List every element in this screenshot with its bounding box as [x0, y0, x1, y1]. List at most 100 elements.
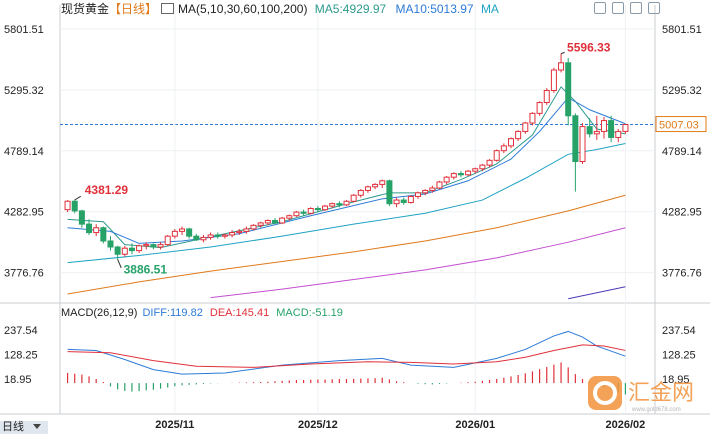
- candle-body: [250, 224, 257, 230]
- period-selector[interactable]: 日线: [0, 421, 48, 434]
- candle: [415, 191, 422, 199]
- candle-body: [486, 159, 493, 166]
- time-label: 2026/02: [606, 419, 646, 431]
- macd-diff: DIFF:119.82: [142, 307, 203, 319]
- candle: [565, 57, 572, 126]
- candle-body: [336, 203, 343, 206]
- candle: [479, 163, 486, 172]
- candle-body: [350, 194, 357, 202]
- candle-body: [372, 183, 379, 188]
- macd-tick-left: 18.95: [4, 374, 32, 386]
- candle-body: [300, 211, 307, 214]
- candle: [600, 116, 607, 139]
- zoom-in-icon[interactable]: [594, 2, 606, 14]
- macd-dea-line: [67, 344, 626, 368]
- macd-label: MACD(26,12,9): [61, 307, 138, 319]
- ma10-value: MA10:5013.97: [395, 2, 474, 16]
- ma100-line: [210, 227, 626, 299]
- candle: [543, 88, 550, 105]
- candle: [500, 143, 507, 154]
- logo-mark: [588, 376, 622, 410]
- candle-body: [400, 199, 407, 203]
- low-pointer: [117, 259, 122, 269]
- macd-header: MACD(26,12,9) DIFF:119.82 DEA:145.41 MAC…: [61, 307, 343, 319]
- candle-body: [600, 120, 607, 132]
- candle: [322, 204, 329, 211]
- candle: [407, 195, 414, 204]
- high-label: 5596.33: [567, 41, 611, 55]
- candle-body: [164, 235, 171, 246]
- candle-body: [128, 247, 135, 252]
- candle: [136, 244, 143, 254]
- candle: [572, 113, 579, 192]
- logo-url: www.gold678.com: [631, 407, 681, 413]
- candle-body: [407, 195, 414, 203]
- candle-body: [543, 89, 550, 104]
- zoom-out-icon[interactable]: [612, 2, 624, 14]
- price-tick-left: 4789.14: [4, 146, 44, 158]
- candle-body: [93, 227, 100, 234]
- candle-body: [436, 181, 443, 189]
- candle: [171, 228, 178, 239]
- candle-body: [386, 180, 393, 205]
- macd-tick-right: 128.25: [662, 349, 696, 361]
- candle: [214, 232, 221, 239]
- chevron-down-icon: [33, 424, 42, 429]
- candle: [257, 221, 264, 228]
- candle-body: [515, 130, 522, 140]
- candle-body: [457, 173, 464, 176]
- candle: [186, 227, 193, 239]
- candle: [372, 183, 379, 190]
- candle: [200, 234, 207, 243]
- candle-body: [529, 112, 536, 124]
- candle-body: [572, 115, 579, 163]
- candle: [293, 210, 300, 217]
- candle-body: [279, 217, 286, 224]
- chart-header: 现货黄金【日线】 MA(5,10,30,60,100,200) MA5:4929.…: [61, 1, 499, 17]
- low-label: 3886.51: [124, 262, 168, 276]
- settings-icon[interactable]: [161, 3, 175, 14]
- candle: [393, 197, 400, 208]
- macd-dea: DEA:145.41: [209, 307, 270, 319]
- candle-body: [493, 150, 500, 161]
- candle-body: [221, 234, 228, 237]
- candle-body: [443, 176, 450, 183]
- candle: [93, 224, 100, 237]
- candle: [493, 149, 500, 162]
- ma60-line: [67, 194, 626, 295]
- candle-body: [207, 234, 214, 238]
- candle: [622, 124, 629, 134]
- candle: [443, 175, 450, 185]
- price-tick-left: 5295.32: [4, 85, 44, 97]
- candle-body: [429, 187, 436, 191]
- candle: [121, 245, 128, 257]
- candle: [436, 180, 443, 190]
- candle: [243, 226, 250, 234]
- time-label: 2026/01: [455, 419, 495, 431]
- candle-body: [357, 189, 364, 196]
- current-price-label: 5007.03: [659, 120, 699, 132]
- candle-body: [257, 222, 264, 226]
- macd-tick-left: 237.54: [4, 325, 38, 337]
- fullscreen-icon[interactable]: [630, 2, 642, 14]
- candle: [128, 243, 135, 255]
- price-tick-right: 5801.51: [662, 24, 702, 36]
- candle-body: [579, 126, 586, 163]
- candle-body: [608, 120, 615, 138]
- candle: [157, 242, 164, 250]
- current-price-box: [655, 116, 707, 133]
- candle: [558, 53, 565, 73]
- candle-body: [179, 228, 186, 232]
- period-tag[interactable]: 【日线】: [109, 2, 158, 16]
- chart-settings-icon[interactable]: [648, 2, 660, 14]
- candle-body: [343, 200, 350, 206]
- candle-body: [293, 211, 300, 217]
- candle: [64, 200, 71, 213]
- candle-body: [264, 220, 271, 224]
- candle-body: [536, 102, 543, 114]
- price-tick-right: 4282.95: [662, 207, 702, 219]
- candle-body: [550, 69, 557, 91]
- candle-body: [307, 207, 314, 214]
- candle-body: [322, 205, 329, 211]
